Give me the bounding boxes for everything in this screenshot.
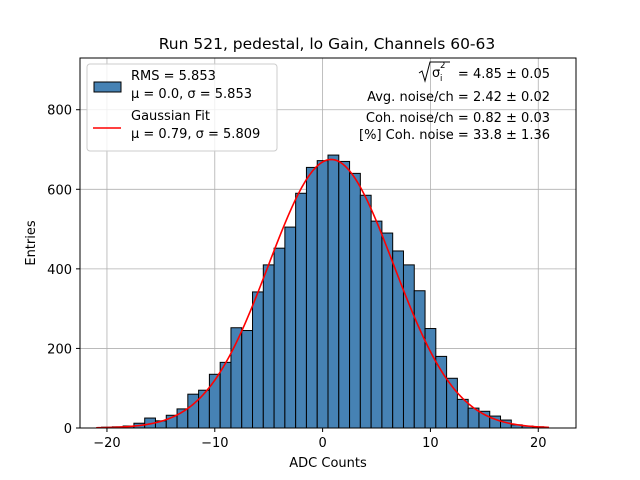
sqrt-icon [418, 61, 450, 83]
histogram-bar [252, 291, 264, 429]
histogram-bar [219, 361, 232, 429]
histogram-bar [262, 264, 275, 429]
histogram-bar [381, 232, 394, 429]
legend-label-histogram-stats: μ = 0.0, σ = 5.853 [131, 87, 252, 102]
histogram-bar [198, 389, 210, 429]
x-tick-label: 20 [530, 436, 547, 451]
histogram-bar [305, 166, 318, 429]
histogram-bars [101, 154, 545, 429]
gaussian-fit-curve [96, 158, 550, 429]
legend-swatch-histogram [93, 81, 122, 93]
x-axis-ticks: −20 −10 0 10 20 [93, 428, 547, 451]
histogram-bar [316, 160, 329, 429]
y-axis-label: Entries [24, 220, 39, 266]
histogram-bar [187, 393, 200, 429]
x-tick-label: 10 [422, 436, 439, 451]
y-tick-label: 800 [47, 104, 72, 119]
annotation-avg-noise: Avg. noise/ch = 2.42 ± 0.02 [367, 90, 550, 105]
histogram-bar [435, 355, 448, 429]
legend-label-histogram: RMS = 5.853 [131, 69, 216, 84]
x-axis-label: ADC Counts [289, 456, 367, 471]
y-tick-label: 400 [47, 263, 72, 278]
histogram-bar [413, 290, 426, 429]
annotation-coh-noise-percent: [%] Coh. noise = 33.8 ± 1.36 [359, 128, 550, 143]
annotation-sigma-sub: i [440, 74, 442, 84]
histogram-bar [402, 264, 415, 429]
annotation-sigma-sup: 2 [440, 61, 445, 71]
histogram-bar [370, 220, 383, 429]
annotation-sigma-symbol: σ [432, 66, 440, 81]
histogram-bar [349, 172, 361, 429]
histogram-bar [327, 154, 340, 429]
histogram-bar [359, 194, 372, 429]
x-tick-label: −10 [201, 436, 228, 451]
y-axis-ticks: 0 200 400 600 800 [47, 104, 80, 437]
histogram-bar [273, 247, 286, 429]
histogram-bar [241, 330, 254, 429]
histogram-bar [208, 373, 221, 429]
legend-label-fit: Gaussian Fit [131, 109, 210, 124]
plot-frame [79, 57, 577, 429]
histogram-bar [338, 160, 351, 429]
stats-annotations: √ σ 2 i = 4.85 ± 0.05 Avg. noise/ch = 2.… [359, 61, 550, 143]
y-tick-label: 0 [64, 422, 72, 437]
y-tick-label: 600 [47, 183, 72, 198]
histogram-bar [456, 398, 469, 429]
annotation-sigma-sqrt: √ σ 2 i = 4.85 ± 0.05 [418, 61, 550, 84]
x-tick-label: 0 [318, 436, 326, 451]
annotation-sigma-value: = 4.85 ± 0.05 [458, 67, 550, 82]
legend-label-fit-stats: μ = 0.79, σ = 5.809 [131, 127, 260, 142]
histogram-bar [295, 192, 307, 429]
chart-title: Run 521, pedestal, lo Gain, Channels 60-… [159, 35, 496, 53]
histogram-bar [284, 226, 297, 429]
annotation-coh-noise: Coh. noise/ch = 0.82 ± 0.03 [366, 111, 550, 126]
legend: RMS = 5.853 μ = 0.0, σ = 5.853 Gaussian … [86, 63, 278, 152]
x-tick-label: −20 [93, 436, 120, 451]
y-tick-label: 200 [47, 342, 72, 357]
legend-box [86, 63, 278, 152]
